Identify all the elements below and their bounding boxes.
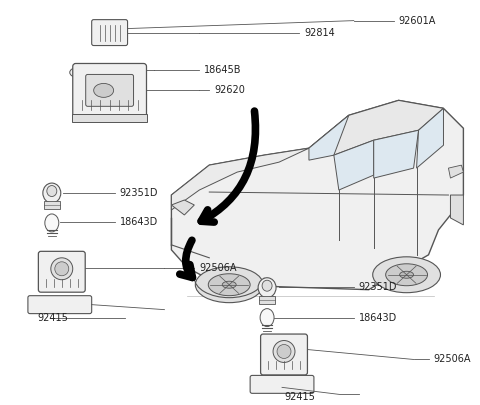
Text: 18643D: 18643D xyxy=(359,313,397,323)
Ellipse shape xyxy=(385,264,428,286)
Bar xyxy=(73,77,83,81)
Text: 18643D: 18643D xyxy=(120,217,158,227)
Text: 92506A: 92506A xyxy=(199,263,237,273)
Text: 92415: 92415 xyxy=(38,313,69,323)
Text: 92620: 92620 xyxy=(214,85,245,96)
FancyBboxPatch shape xyxy=(92,19,128,45)
Polygon shape xyxy=(171,100,463,290)
Text: 92415: 92415 xyxy=(284,392,315,402)
Circle shape xyxy=(277,345,291,358)
FancyBboxPatch shape xyxy=(28,296,92,313)
Circle shape xyxy=(55,262,69,276)
Ellipse shape xyxy=(70,68,86,77)
Circle shape xyxy=(51,258,73,280)
Polygon shape xyxy=(309,115,349,160)
Polygon shape xyxy=(450,195,463,225)
Text: 92506A: 92506A xyxy=(433,354,471,364)
Polygon shape xyxy=(417,108,444,168)
Ellipse shape xyxy=(45,214,59,232)
Text: 92601A: 92601A xyxy=(398,16,436,26)
FancyBboxPatch shape xyxy=(72,114,147,122)
Text: 18645B: 18645B xyxy=(204,66,242,75)
Ellipse shape xyxy=(372,257,441,293)
FancyBboxPatch shape xyxy=(250,375,314,393)
Polygon shape xyxy=(334,140,374,190)
Polygon shape xyxy=(448,165,463,178)
Ellipse shape xyxy=(222,281,236,288)
Polygon shape xyxy=(374,130,419,178)
FancyBboxPatch shape xyxy=(261,334,307,375)
Circle shape xyxy=(273,341,295,362)
Ellipse shape xyxy=(47,185,57,196)
FancyArrowPatch shape xyxy=(180,240,192,277)
FancyBboxPatch shape xyxy=(38,252,85,292)
Polygon shape xyxy=(309,100,444,155)
Text: 92351D: 92351D xyxy=(120,188,158,198)
Bar xyxy=(44,201,60,209)
Bar xyxy=(259,296,275,304)
Ellipse shape xyxy=(260,309,274,326)
Ellipse shape xyxy=(208,274,250,296)
Ellipse shape xyxy=(400,271,414,278)
FancyArrowPatch shape xyxy=(201,111,255,222)
Polygon shape xyxy=(171,200,194,215)
Polygon shape xyxy=(171,148,309,210)
FancyBboxPatch shape xyxy=(73,64,146,117)
Ellipse shape xyxy=(258,278,276,298)
Ellipse shape xyxy=(43,183,61,203)
Ellipse shape xyxy=(94,83,114,97)
FancyBboxPatch shape xyxy=(86,75,133,107)
Ellipse shape xyxy=(262,280,272,291)
Ellipse shape xyxy=(195,267,263,303)
Text: 92814: 92814 xyxy=(304,28,335,38)
Text: 92351D: 92351D xyxy=(359,282,397,292)
